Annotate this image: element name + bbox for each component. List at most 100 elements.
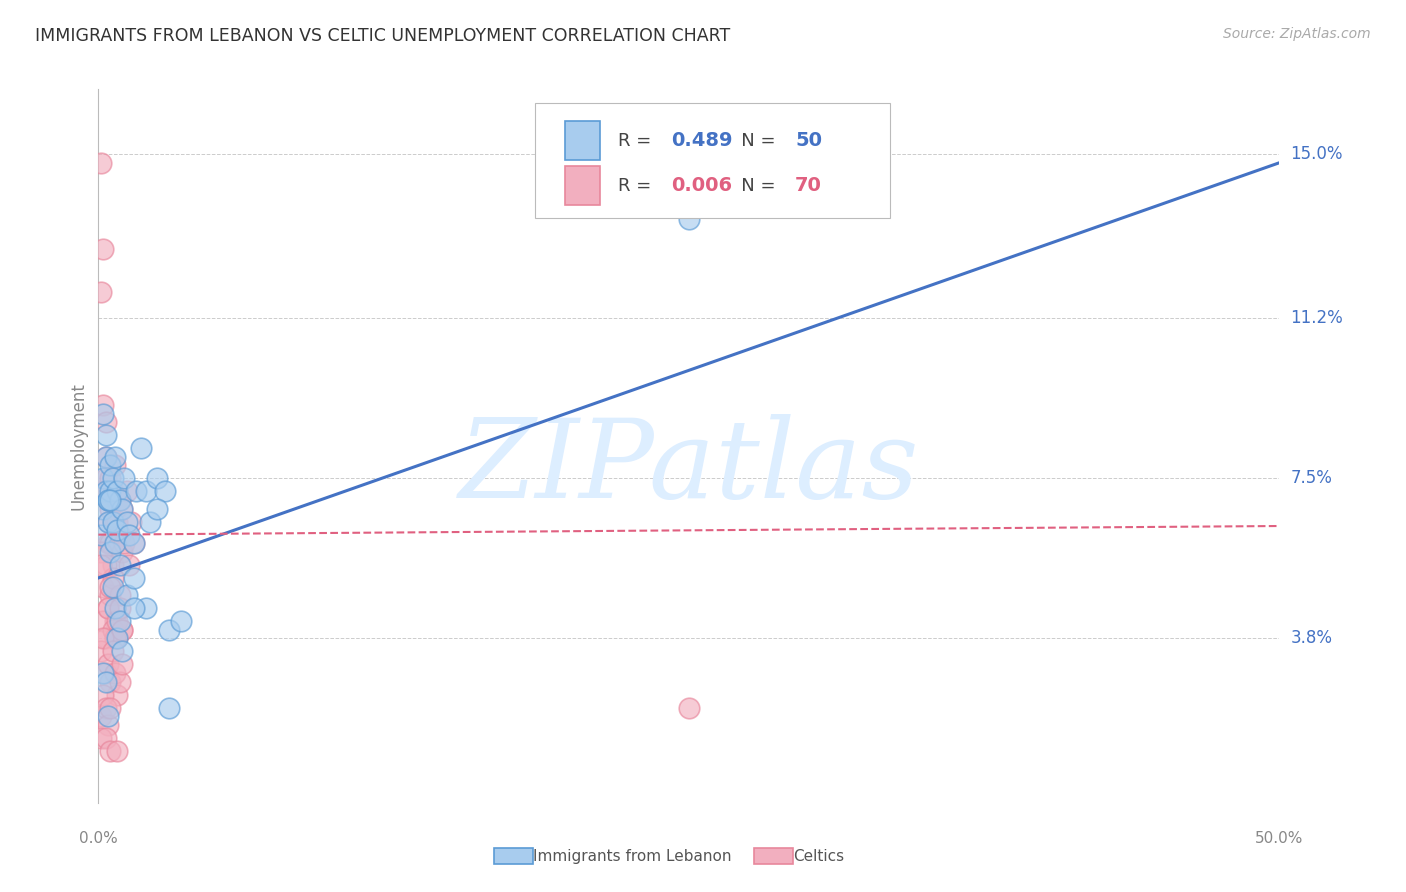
Point (111, 501, 134, 516)
Point (101, 623, 124, 637)
Point (97, 718, 120, 732)
Point (115, 484, 138, 499)
Y-axis label: Unemployment: Unemployment (69, 382, 87, 510)
Point (91, 614, 114, 628)
Text: 15.0%: 15.0% (1291, 145, 1343, 163)
Point (105, 632, 128, 646)
Point (90, 527, 112, 541)
Point (104, 614, 127, 628)
Point (90, 545, 112, 559)
Text: 50.0%: 50.0% (1256, 831, 1303, 847)
Text: Immigrants from Lebanon: Immigrants from Lebanon (533, 849, 731, 863)
FancyBboxPatch shape (754, 848, 793, 864)
Point (105, 484, 128, 499)
Point (146, 501, 169, 516)
Point (91, 407, 114, 421)
Point (108, 493, 131, 508)
Point (98, 580, 121, 594)
Point (153, 484, 176, 499)
Point (97, 657, 120, 672)
Point (101, 580, 124, 594)
Point (101, 484, 124, 499)
Point (112, 536, 135, 550)
Point (97, 493, 120, 508)
Point (104, 458, 127, 473)
Point (111, 501, 134, 516)
Point (98, 744, 121, 758)
Point (97, 493, 120, 508)
Text: 3.8%: 3.8% (1291, 630, 1333, 648)
Point (101, 471, 124, 485)
Point (94, 666, 117, 681)
Text: 11.2%: 11.2% (1291, 310, 1343, 327)
Point (146, 471, 169, 485)
Point (115, 515, 138, 529)
Point (97, 493, 120, 508)
Point (122, 536, 145, 550)
Point (111, 644, 134, 658)
Point (98, 674, 121, 689)
Point (121, 515, 143, 529)
Text: N =: N = (724, 177, 782, 194)
Point (91, 484, 114, 499)
Point (97, 709, 120, 723)
Point (94, 558, 117, 572)
Point (157, 700, 180, 714)
Point (98, 545, 121, 559)
Point (111, 623, 134, 637)
FancyBboxPatch shape (494, 848, 533, 864)
Point (91, 501, 114, 516)
Point (104, 536, 127, 550)
Point (90, 155, 112, 169)
Text: Celtics: Celtics (793, 849, 844, 863)
Point (97, 601, 120, 615)
Point (90, 709, 112, 723)
Point (91, 666, 114, 681)
Point (94, 632, 117, 646)
Point (94, 731, 117, 745)
Text: ZIPatlas: ZIPatlas (458, 414, 920, 521)
Point (129, 441, 152, 455)
Text: Source: ZipAtlas.com: Source: ZipAtlas.com (1223, 27, 1371, 41)
Point (678, 211, 700, 226)
Text: R =: R = (619, 177, 657, 194)
Point (101, 515, 124, 529)
Point (104, 666, 127, 681)
Point (108, 588, 131, 602)
Point (91, 632, 114, 646)
Point (105, 515, 128, 529)
Point (104, 601, 127, 615)
Point (170, 614, 193, 628)
FancyBboxPatch shape (565, 121, 600, 161)
Text: 0.006: 0.006 (671, 176, 733, 195)
Point (108, 674, 131, 689)
Point (94, 674, 117, 689)
Point (91, 471, 114, 485)
Point (94, 484, 117, 499)
Text: N =: N = (724, 132, 782, 150)
Point (91, 398, 114, 412)
Point (111, 623, 134, 637)
Point (94, 428, 117, 442)
Point (90, 558, 112, 572)
Point (108, 527, 131, 541)
Point (122, 571, 145, 585)
Text: 7.5%: 7.5% (1291, 469, 1333, 487)
Point (98, 588, 121, 602)
Point (98, 700, 121, 714)
Point (105, 493, 128, 508)
Point (105, 524, 128, 538)
Point (90, 644, 112, 658)
Point (135, 484, 157, 499)
Point (111, 545, 134, 559)
Text: R =: R = (619, 132, 657, 150)
Point (91, 688, 114, 702)
Point (97, 515, 120, 529)
Point (91, 580, 114, 594)
Point (122, 536, 145, 550)
Point (101, 571, 124, 585)
Point (97, 515, 120, 529)
Text: IMMIGRANTS FROM LEBANON VS CELTIC UNEMPLOYMENT CORRELATION CHART: IMMIGRANTS FROM LEBANON VS CELTIC UNEMPL… (35, 27, 730, 45)
Point (104, 450, 127, 464)
Point (101, 644, 124, 658)
